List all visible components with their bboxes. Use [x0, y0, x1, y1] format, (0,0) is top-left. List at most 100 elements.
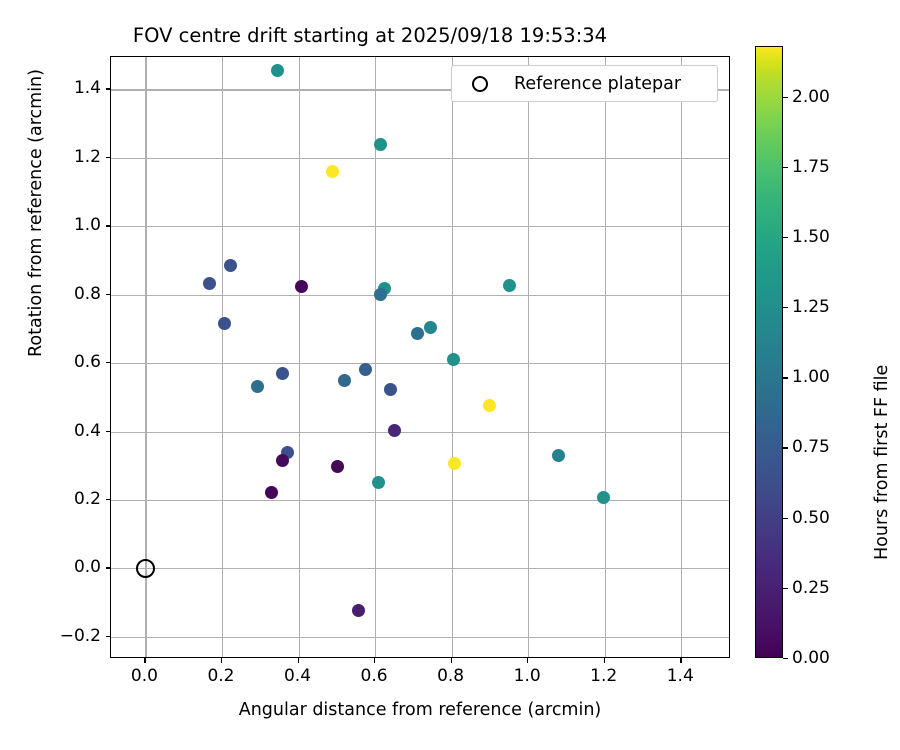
y-axis-tick [105, 362, 110, 364]
y-axis-tick [105, 156, 110, 159]
x-axis-tick-label: 1.2 [590, 666, 618, 686]
gridline-vertical [145, 57, 147, 657]
gridline-horizontal [111, 363, 729, 365]
x-axis-tick [144, 658, 146, 663]
scatter-point [270, 64, 284, 78]
y-axis-tick [105, 498, 110, 501]
scatter-point [502, 278, 516, 292]
scatter-point [275, 454, 289, 468]
scatter-point [351, 603, 365, 617]
scatter-point [275, 366, 289, 380]
gridline-horizontal [111, 636, 729, 638]
x-axis-tick [297, 658, 299, 663]
scatter-point [411, 326, 425, 340]
x-axis-tick [450, 658, 452, 663]
scatter-point [447, 353, 461, 367]
legend[interactable]: Reference platepar [451, 65, 718, 102]
y-axis-tick [105, 635, 110, 638]
scatter-point [331, 459, 345, 473]
gridline-horizontal [111, 568, 729, 570]
reference-platepar-marker [135, 558, 155, 578]
y-axis-tick-label: 1.2 [73, 146, 101, 167]
scatter-point [223, 259, 237, 273]
gridline-horizontal [111, 431, 729, 433]
gridline-horizontal [111, 89, 729, 91]
x-axis-tick [220, 658, 223, 663]
y-axis-tick-label: 0.0 [73, 557, 101, 578]
y-axis-tick-label: −0.2 [59, 625, 101, 646]
y-axis-tick-label: 0.2 [73, 488, 101, 509]
x-axis-tick [680, 658, 682, 663]
scatter-point [383, 382, 397, 396]
gridline-vertical [604, 57, 606, 657]
colorbar-tick [783, 658, 788, 660]
x-axis-tick [527, 658, 529, 663]
chart-title: FOV centre drift starting at 2025/09/18 … [132, 24, 608, 47]
scatter-point [482, 399, 496, 413]
y-axis-tick-label: 0.6 [73, 352, 101, 373]
legend-reference-circle-icon [472, 75, 488, 92]
colorbar-tick [783, 96, 788, 98]
colorbar-tick-label: 0.25 [792, 577, 830, 598]
scatter-point [374, 137, 388, 151]
gridline-horizontal [111, 499, 729, 502]
colorbar-tick [783, 517, 788, 519]
colorbar-tick-label: 2.00 [792, 86, 830, 107]
colorbar-tick [783, 307, 788, 309]
gridline-horizontal [111, 294, 729, 296]
scatter-point [337, 374, 351, 388]
y-axis-tick-label: 0.4 [73, 420, 101, 441]
x-axis-tick-label: 1.4 [666, 666, 694, 686]
scatter-point [597, 490, 611, 504]
colorbar-tick [783, 166, 788, 169]
colorbar-tick-label: 0.75 [792, 437, 830, 458]
x-axis-tick-label: 0.6 [360, 666, 388, 686]
colorbar-tick [783, 447, 788, 449]
y-axis-tick [105, 88, 110, 90]
y-axis-tick-label: 0.8 [73, 283, 101, 304]
colorbar-tick-label: 0.50 [792, 507, 830, 528]
colorbar-tick-label: 1.75 [792, 156, 830, 177]
scatter-point [326, 165, 340, 179]
scatter-point [359, 363, 373, 377]
y-axis-label: Rotation from reference (arcmin) [26, 69, 46, 357]
legend-label-reference-platepar: Reference platepar [514, 73, 682, 94]
scatter-point [374, 287, 388, 301]
colorbar-tick [783, 377, 788, 379]
plot-area [110, 56, 730, 658]
colorbar-tick-label: 1.25 [792, 297, 830, 318]
colorbar-tick-label: 0.00 [792, 648, 830, 668]
scatter-point [388, 424, 402, 438]
gridline-vertical [375, 57, 377, 657]
colorbar-tick [783, 236, 788, 239]
x-axis-tick-label: 0.2 [207, 666, 235, 686]
y-axis-tick [105, 225, 110, 227]
x-axis-tick [603, 658, 605, 663]
colorbar-container: 0.00 0.25 0.50 0.75 1.00 1.25 1.50 1.75 2.00 [755, 46, 830, 668]
scatter-point [372, 476, 386, 489]
gridline-vertical [298, 57, 300, 657]
gridline-vertical [528, 57, 530, 657]
gridline-vertical [221, 57, 224, 657]
x-axis-tick-label: 0.0 [130, 666, 158, 686]
colorbar-tick-label: 1.00 [792, 367, 830, 388]
scatter-point [295, 279, 309, 293]
y-axis-tick [105, 293, 110, 296]
gridline-horizontal [111, 157, 729, 159]
scatter-point [265, 485, 279, 499]
scatter-point [448, 456, 462, 470]
x-axis-tick-label: 0.4 [283, 666, 312, 686]
colorbar-tick-label: 1.50 [792, 226, 830, 247]
colorbar-label: Hours from first FF file [872, 364, 892, 560]
scatter-point [551, 448, 565, 462]
scatter-point [424, 321, 438, 335]
colorbar-gradient [755, 46, 783, 658]
y-axis-tick-label: 1.4 [73, 78, 101, 99]
gridline-vertical [681, 57, 683, 657]
x-axis-tick-label: 1.0 [513, 666, 541, 686]
x-axis-tick-label: 0.8 [437, 666, 465, 686]
scatter-point [250, 379, 264, 393]
x-axis-tick [374, 658, 376, 663]
colorbar-tick [783, 587, 788, 590]
